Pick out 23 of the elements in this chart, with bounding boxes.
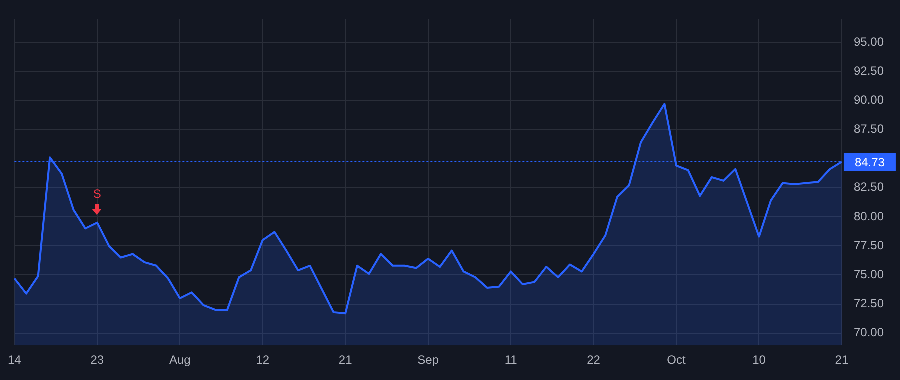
x-tick-label: Sep (418, 353, 440, 368)
y-tick-label: 87.50 (854, 122, 884, 136)
x-tick-label: 10 (752, 353, 766, 368)
x-tick-label: Oct (667, 353, 687, 368)
y-tick-label: 75.00 (854, 268, 884, 282)
ref-line-label: 84.73 (854, 155, 886, 170)
x-tick-label: 21 (835, 353, 849, 368)
y-tick-label: 77.50 (854, 238, 884, 252)
y-tick-label: 92.50 (854, 64, 884, 78)
annotation: S (93, 187, 102, 202)
x-tick-label: 22 (587, 353, 601, 368)
y-tick-label: 82.50 (854, 180, 884, 194)
x-tick-label: 21 (338, 353, 353, 368)
y-tick-label: 95.00 (854, 34, 884, 49)
x-tick-label: 23 (90, 353, 104, 368)
y-tick-label: 90.00 (854, 92, 884, 107)
x-tick-label: 14 (8, 353, 22, 368)
x-tick-label: 12 (256, 353, 270, 368)
y-tick-label: 70.00 (854, 326, 884, 340)
x-tick-label: 11 (504, 353, 518, 368)
x-tick-label: Aug (169, 353, 191, 368)
y-tick-label: 72.50 (854, 296, 884, 311)
y-tick-label: 80.00 (854, 209, 884, 224)
